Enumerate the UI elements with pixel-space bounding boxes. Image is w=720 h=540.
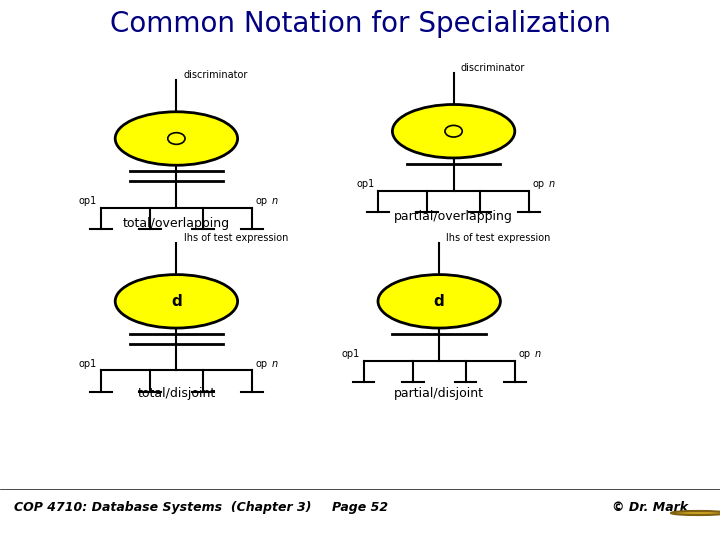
Text: op: op — [518, 349, 531, 359]
Ellipse shape — [378, 274, 500, 328]
Text: d: d — [434, 294, 444, 309]
Text: COP 4710: Database Systems  (Chapter 3): COP 4710: Database Systems (Chapter 3) — [14, 501, 312, 514]
Text: lhs of test expression: lhs of test expression — [184, 233, 288, 243]
Ellipse shape — [392, 105, 515, 158]
Text: op1: op1 — [342, 349, 360, 359]
Text: © Dr. Mark: © Dr. Mark — [612, 501, 688, 514]
Text: op: op — [256, 359, 268, 369]
Text: op: op — [533, 179, 545, 189]
Text: partial/overlapping: partial/overlapping — [394, 210, 513, 223]
Text: discriminator: discriminator — [184, 70, 248, 80]
Text: partial/disjoint: partial/disjoint — [395, 387, 484, 400]
Text: op: op — [256, 196, 268, 206]
Text: n: n — [271, 359, 278, 369]
Circle shape — [445, 125, 462, 137]
Text: op1: op1 — [79, 359, 97, 369]
Text: total/overlapping: total/overlapping — [123, 217, 230, 230]
Circle shape — [168, 133, 185, 144]
Text: discriminator: discriminator — [461, 63, 525, 73]
Text: d: d — [171, 294, 181, 309]
Text: Page 52: Page 52 — [332, 501, 388, 514]
Text: op1: op1 — [79, 196, 97, 206]
Ellipse shape — [115, 274, 238, 328]
Ellipse shape — [115, 112, 238, 165]
Circle shape — [671, 511, 720, 515]
Text: lhs of test expression: lhs of test expression — [446, 233, 551, 243]
Text: n: n — [549, 179, 555, 189]
Text: n: n — [271, 196, 278, 206]
Text: total/disjoint: total/disjoint — [138, 387, 215, 400]
Text: n: n — [534, 349, 541, 359]
Text: Common Notation for Specialization: Common Notation for Specialization — [109, 10, 611, 38]
Text: op1: op1 — [356, 179, 374, 189]
